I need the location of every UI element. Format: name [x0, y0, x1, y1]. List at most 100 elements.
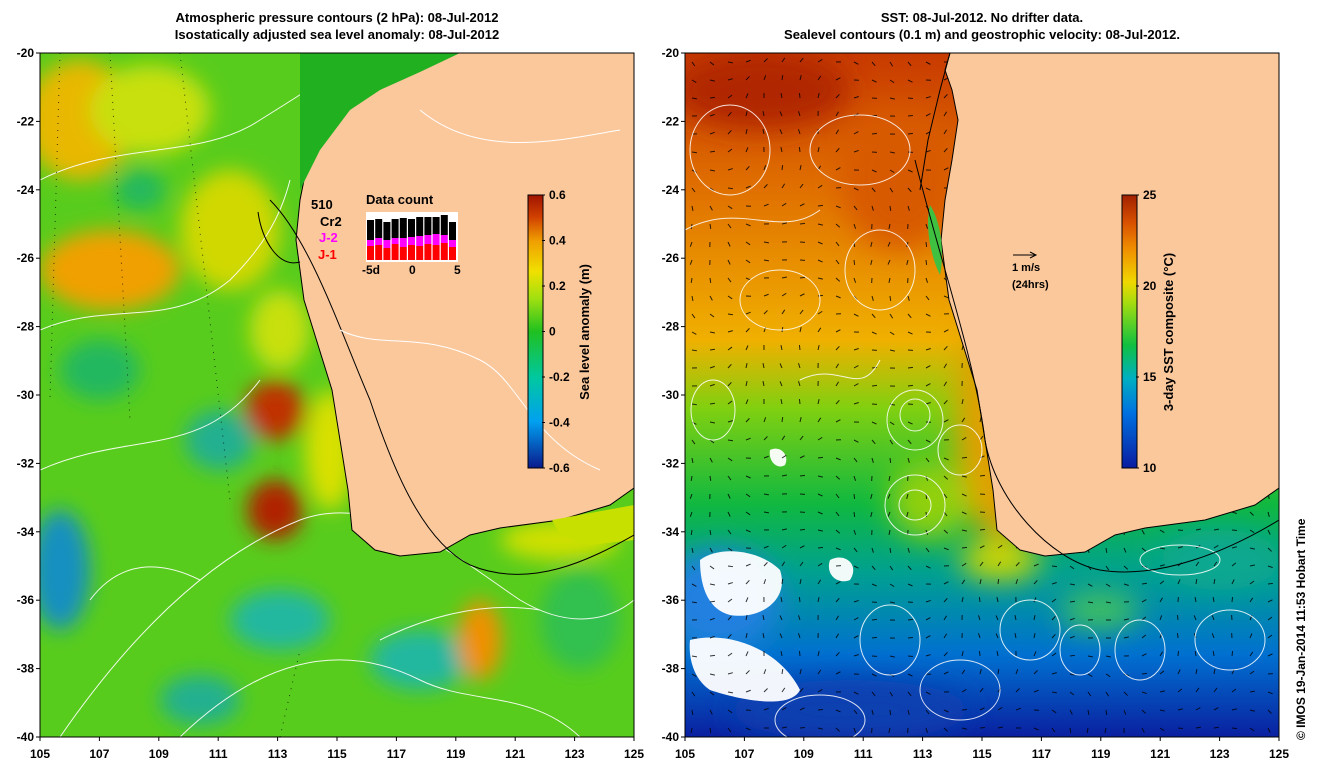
count-bar-j1 [375, 245, 383, 260]
right-lat-tick-label: -32 [662, 456, 680, 470]
count-bar-cr2 [367, 220, 374, 240]
left-lon-tick-label: 121 [505, 747, 525, 761]
left-lat-tick-label: -26 [17, 251, 35, 265]
left-lon-tick-label: 105 [30, 747, 50, 761]
count-bar-cr2 [416, 217, 424, 236]
right-lon-tick-label: 111 [854, 747, 873, 761]
sst-map [685, 53, 1279, 737]
count-bar-cr2 [383, 222, 391, 240]
left-lon-tick-label: 115 [327, 747, 347, 761]
count-bar-cr2 [432, 217, 440, 234]
data-count-inset: Data count 510 Cr2 J-2 J-1 -5d 0 5 [311, 192, 461, 277]
count-bar-cr2 [449, 222, 456, 240]
sla-map [40, 53, 634, 737]
sst-colorbar: 25 20 15 10 3-day SST composite (°C) [1121, 188, 1176, 475]
count-bar-cr2 [391, 219, 399, 238]
colorbar-tick-label: 0 [549, 325, 556, 339]
count-bar-j1 [408, 245, 415, 260]
right-lon-tick-label: 115 [972, 747, 992, 761]
count-xtick-2: 5 [454, 263, 461, 277]
count-bar-cr2 [424, 217, 432, 235]
right-title-line2: Sealevel contours (0.1 m) and geostrophi… [784, 27, 1180, 42]
colorbar-tick-label: -0.6 [549, 461, 570, 475]
count-bar-cr2 [375, 219, 383, 238]
right-lon-tick-label: 119 [1091, 747, 1111, 761]
left-lat-tick-label: -40 [17, 730, 35, 744]
right-lat-tick-label: -24 [662, 183, 680, 197]
velocity-scale: 1 m/s (24hrs) [1012, 251, 1049, 291]
right-lat-tick-label: -20 [662, 46, 680, 60]
colorbar-tick-label: -0.4 [549, 416, 570, 430]
right-lat-tick-label: -36 [662, 593, 680, 607]
right-lat-tick-label: -22 [662, 114, 680, 128]
count-bar-j2 [383, 240, 391, 248]
right-lat-tick-label: -40 [662, 730, 680, 744]
right-lat-tick-label: -28 [662, 320, 680, 334]
right-title-line1: SST: 08-Jul-2012. No drifter data. [880, 10, 1084, 25]
count-bar-j2 [416, 236, 424, 246]
left-panel-title: Atmospheric pressure contours (2 hPa): 0… [40, 9, 634, 43]
colorbar-tick-label: -0.2 [549, 370, 570, 384]
data-count-bars [366, 212, 458, 262]
left-lat-tick-label: -28 [17, 320, 35, 334]
count-bar-j1 [367, 246, 374, 260]
colorbar-tick-label: 0.2 [549, 279, 566, 293]
count-bar-cr2 [399, 218, 407, 238]
colorbar-tick-label: 0.6 [549, 188, 566, 202]
count-bar-j1 [391, 244, 399, 260]
mission-cr2-label: Cr2 [320, 214, 342, 229]
right-lon-tick-label: 117 [1032, 747, 1052, 761]
left-lat-tick-label: -34 [17, 525, 35, 539]
left-lon-tick-label: 117 [387, 747, 407, 761]
count-bar-j2 [367, 240, 374, 246]
left-lon-tick-label: 119 [446, 747, 466, 761]
right-lon-tick-label: 121 [1150, 747, 1170, 761]
colorbar-tick-label: 10 [1143, 461, 1157, 475]
sla-colorbar: 0.6 0.4 0.2 0 -0.2 -0.4 -0.6 Sea level anomaly… [527, 188, 592, 475]
left-lat-tick-label: -30 [17, 388, 35, 402]
right-lat-tick-label: -26 [662, 251, 680, 265]
colorbar-tick-label: 20 [1143, 279, 1157, 293]
left-lon-tick-label: 113 [268, 747, 288, 761]
count-bar-j1 [383, 248, 391, 260]
left-lon-tick-label: 111 [209, 747, 228, 761]
sla-colorbar-label: Sea level anomaly (m) [577, 264, 592, 400]
count-bar-j2 [440, 235, 448, 243]
mission-j2-label: J-2 [319, 230, 338, 245]
right-lat-tick-label: -38 [662, 662, 680, 676]
data-count-number: 510 [311, 197, 333, 212]
data-count-title: Data count [366, 192, 434, 207]
left-lon-tick-label: 123 [565, 747, 585, 761]
count-bar-j2 [375, 238, 383, 245]
velocity-scale-period: (24hrs) [1012, 279, 1049, 291]
left-lat-tick-label: -20 [17, 46, 35, 60]
right-lon-tick-label: 109 [794, 747, 814, 761]
right-lon-tick-label: 105 [675, 747, 695, 761]
count-bar-j1 [440, 243, 448, 260]
credit-text: © IMOS 19-Jan-2014 11:53 Hobart Time [1294, 518, 1308, 740]
count-bar-j1 [432, 245, 440, 260]
left-lon-tick-label: 109 [149, 747, 169, 761]
count-bar-j1 [416, 246, 424, 260]
count-bar-j2 [391, 238, 399, 244]
count-xtick-1: 0 [409, 263, 416, 277]
count-bar-j2 [424, 235, 432, 244]
left-lat-tick-label: -38 [17, 662, 35, 676]
sst-colorbar-label: 3-day SST composite (°C) [1161, 253, 1176, 411]
count-bar-cr2 [408, 219, 415, 237]
count-bar-j2 [399, 238, 407, 247]
right-lat-tick-label: -30 [662, 388, 680, 402]
count-bar-j2 [432, 234, 440, 245]
count-bar-j1 [424, 244, 432, 260]
right-lon-tick-label: 125 [1269, 747, 1289, 761]
right-panel-title: SST: 08-Jul-2012. No drifter data. Seale… [685, 9, 1279, 43]
count-bar-j1 [399, 247, 407, 260]
left-lat-tick-label: -22 [17, 114, 35, 128]
left-lat-tick-label: -32 [17, 456, 35, 470]
colorbar-tick-label: 15 [1143, 370, 1157, 384]
count-bar-cr2 [440, 215, 448, 235]
right-lat-tick-label: -34 [662, 525, 680, 539]
count-bar-j2 [449, 240, 456, 247]
colorbar-tick-label: 0.4 [549, 234, 566, 248]
